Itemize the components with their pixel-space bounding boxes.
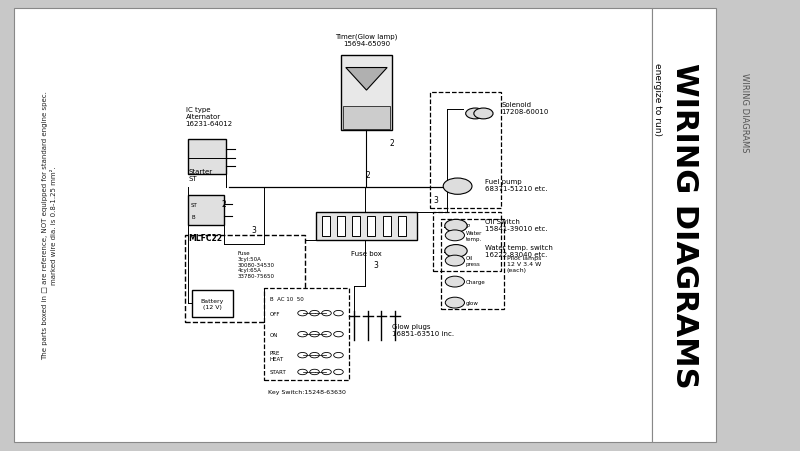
Text: 2: 2 (390, 139, 394, 148)
Text: Fuse
3cyl:50A
30080-34530
4cyl:65A
33780-75650: Fuse 3cyl:50A 30080-34530 4cyl:65A 33780… (238, 250, 274, 279)
Text: Charge: Charge (466, 280, 486, 285)
Text: Key Switch:15248-63630: Key Switch:15248-63630 (268, 389, 346, 394)
Text: Starter
ST: Starter ST (188, 168, 213, 181)
Text: Fuse box: Fuse box (351, 250, 382, 257)
Bar (716, 0, 788, 451)
Text: ST: ST (191, 202, 198, 207)
Bar (188, 196, 224, 226)
Text: The parts boxed in □ are reference, NOT equipped for standard engine spec.
marke: The parts boxed in □ are reference, NOT … (42, 92, 57, 359)
Bar (352, 217, 360, 237)
Bar (322, 217, 330, 237)
Text: IC type
Alternator
16231-64012: IC type Alternator 16231-64012 (186, 107, 233, 127)
Bar (433, 213, 501, 272)
Text: Timer(Glow lamp)
15694-65090: Timer(Glow lamp) 15694-65090 (335, 34, 398, 47)
Circle shape (445, 220, 467, 233)
Bar (337, 217, 345, 237)
Bar (14, 9, 652, 442)
Circle shape (446, 276, 465, 287)
Text: 3: 3 (434, 196, 438, 205)
Bar (442, 219, 504, 309)
Bar (398, 217, 406, 237)
Bar (652, 9, 716, 442)
Text: MLFC22: MLFC22 (188, 233, 222, 242)
Text: Fuel pump
68371-51210 etc.: Fuel pump 68371-51210 etc. (485, 179, 547, 192)
Bar (382, 217, 390, 237)
Text: Water temp. switch
16222-83040 etc.: Water temp. switch 16222-83040 etc. (485, 244, 553, 257)
Text: energize to run): energize to run) (653, 63, 662, 136)
Text: Solenoid
17208-60010: Solenoid 17208-60010 (501, 101, 549, 115)
Text: Oil
press: Oil press (466, 256, 481, 267)
Text: WIRING DIAGRAMS: WIRING DIAGRAMS (739, 73, 749, 152)
Circle shape (446, 256, 465, 267)
Text: Battery
(12 V): Battery (12 V) (201, 299, 224, 309)
Text: glow: glow (466, 300, 478, 305)
Text: PRE
HEAT: PRE HEAT (270, 350, 284, 361)
Text: Pilot lamps
12 V 3.4 W
(each): Pilot lamps 12 V 3.4 W (each) (506, 256, 541, 272)
Text: P: P (467, 224, 470, 229)
Bar (185, 236, 306, 322)
Text: 2: 2 (222, 200, 226, 209)
Circle shape (446, 230, 465, 241)
Circle shape (445, 245, 467, 258)
Text: OFF: OFF (270, 311, 281, 316)
Text: B: B (191, 214, 194, 219)
Bar (192, 290, 233, 318)
Text: WIRING DIAGRAMS: WIRING DIAGRAMS (670, 63, 698, 388)
Bar (430, 93, 501, 208)
Circle shape (474, 109, 493, 120)
Text: 3: 3 (251, 225, 256, 234)
Text: Oil Switch
15841-39010 etc.: Oil Switch 15841-39010 etc. (485, 219, 547, 232)
Bar (343, 107, 390, 129)
Circle shape (466, 109, 485, 120)
Bar (265, 288, 349, 381)
Bar (316, 213, 417, 240)
Circle shape (443, 179, 472, 195)
Text: Glow plugs
16851-63510 inc.: Glow plugs 16851-63510 inc. (392, 324, 454, 337)
Bar (188, 139, 226, 175)
Text: 2: 2 (366, 170, 370, 179)
Text: START: START (270, 370, 286, 375)
Text: Water
temp.: Water temp. (466, 230, 482, 241)
Circle shape (446, 298, 465, 308)
Bar (341, 55, 392, 131)
Bar (367, 217, 375, 237)
Text: ON: ON (270, 332, 278, 337)
Polygon shape (346, 69, 387, 91)
Text: B  AC 10  50: B AC 10 50 (270, 296, 304, 301)
Text: 3: 3 (374, 261, 378, 270)
